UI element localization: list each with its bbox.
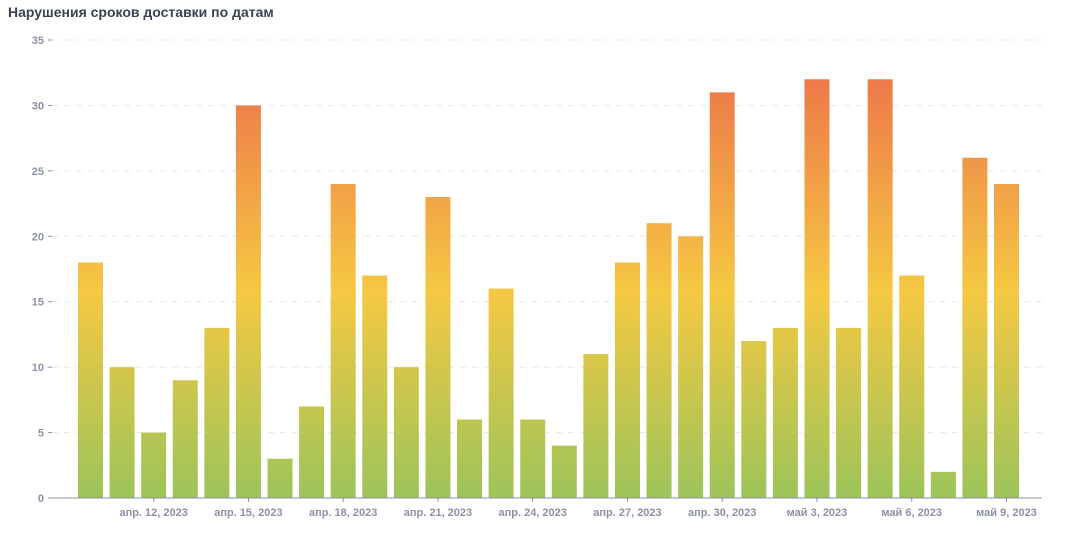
x-tick-label: апр. 21, 2023 — [404, 507, 472, 519]
bar-апр. 16, 2023[interactable]: апр. 16, 2023: 3 — [267, 458, 293, 498]
x-tick-label: апр. 27, 2023 — [593, 507, 661, 519]
bars: апр. 10, 2023: 18апр. 11, 2023: 10апр. 1… — [78, 79, 1019, 499]
bar-май 1, 2023[interactable]: май 1, 2023: 12 — [741, 340, 767, 498]
bar-май 8, 2023[interactable]: май 8, 2023: 26 — [962, 157, 988, 498]
bar-май 5, 2023[interactable]: май 5, 2023: 32 — [867, 79, 893, 498]
x-tick-label: апр. 12, 2023 — [119, 507, 187, 519]
y-tick-label: 5 — [38, 428, 44, 440]
bar-апр. 25, 2023[interactable]: апр. 25, 2023: 4 — [551, 445, 577, 498]
bar-апр. 21, 2023[interactable]: апр. 21, 2023: 23 — [425, 197, 451, 498]
bar-апр. 14, 2023[interactable]: апр. 14, 2023: 13 — [204, 327, 230, 498]
bar-апр. 11, 2023[interactable]: апр. 11, 2023: 10 — [109, 367, 135, 498]
y-tick-label: 35 — [32, 35, 44, 47]
bar-апр. 19, 2023[interactable]: апр. 19, 2023: 17 — [362, 275, 388, 498]
grid-lines — [52, 39, 1042, 434]
x-tick-label: апр. 15, 2023 — [214, 507, 282, 519]
x-tick-label: апр. 18, 2023 — [309, 507, 377, 519]
bar-май 4, 2023[interactable]: май 4, 2023: 13 — [836, 327, 862, 498]
bar-апр. 29, 2023[interactable]: апр. 29, 2023: 20 — [678, 236, 704, 499]
bar-апр. 22, 2023[interactable]: апр. 22, 2023: 6 — [457, 419, 483, 498]
chart-title: Нарушения сроков доставки по датам — [8, 4, 274, 20]
bar-апр. 27, 2023[interactable]: апр. 27, 2023: 18 — [614, 262, 640, 498]
x-tick-label: май 9, 2023 — [976, 507, 1037, 519]
y-tick-label: 0 — [38, 493, 44, 505]
y-tick-label: 10 — [32, 362, 44, 374]
bar-апр. 17, 2023[interactable]: апр. 17, 2023: 7 — [299, 406, 325, 498]
bar-май 2, 2023[interactable]: май 2, 2023: 13 — [772, 327, 798, 498]
bar-апр. 23, 2023[interactable]: апр. 23, 2023: 16 — [488, 288, 514, 498]
bar-апр. 12, 2023[interactable]: апр. 12, 2023: 5 — [141, 432, 167, 498]
x-tick-label: апр. 30, 2023 — [688, 507, 756, 519]
bar-май 6, 2023[interactable]: май 6, 2023: 17 — [899, 275, 925, 498]
bar-апр. 28, 2023[interactable]: апр. 28, 2023: 21 — [646, 223, 672, 498]
bar-апр. 24, 2023[interactable]: апр. 24, 2023: 6 — [520, 419, 546, 498]
y-tick-label: 20 — [32, 231, 44, 243]
bar-апр. 15, 2023[interactable]: апр. 15, 2023: 30 — [235, 105, 261, 499]
bar-май 7, 2023[interactable]: май 7, 2023: 2 — [930, 471, 956, 498]
x-tick-label: май 6, 2023 — [881, 507, 942, 519]
y-tick-label: 15 — [32, 297, 44, 309]
x-tick-label: апр. 24, 2023 — [498, 507, 566, 519]
bar-апр. 20, 2023[interactable]: апр. 20, 2023: 10 — [393, 367, 419, 498]
bar-май 3, 2023[interactable]: май 3, 2023: 32 — [804, 79, 830, 498]
bar-апр. 30, 2023[interactable]: апр. 30, 2023: 31 — [709, 92, 735, 498]
bar-апр. 26, 2023[interactable]: апр. 26, 2023: 11 — [583, 354, 609, 498]
axes: 0 5 10 15 20 25 30 35 апр. 12, 2023 апр. 15, 2023… — [32, 35, 1042, 519]
bar-апр. 10, 2023[interactable]: апр. 10, 2023: 18 — [78, 262, 103, 498]
y-tick-label: 25 — [32, 166, 44, 178]
bar-апр. 13, 2023[interactable]: апр. 13, 2023: 9 — [172, 380, 198, 498]
y-tick-label: 30 — [32, 100, 44, 112]
bar-май 9, 2023[interactable]: май 9, 2023: 24 — [994, 183, 1019, 498]
x-tick-label: май 3, 2023 — [787, 507, 848, 519]
bar-апр. 18, 2023[interactable]: апр. 18, 2023: 24 — [330, 183, 356, 498]
